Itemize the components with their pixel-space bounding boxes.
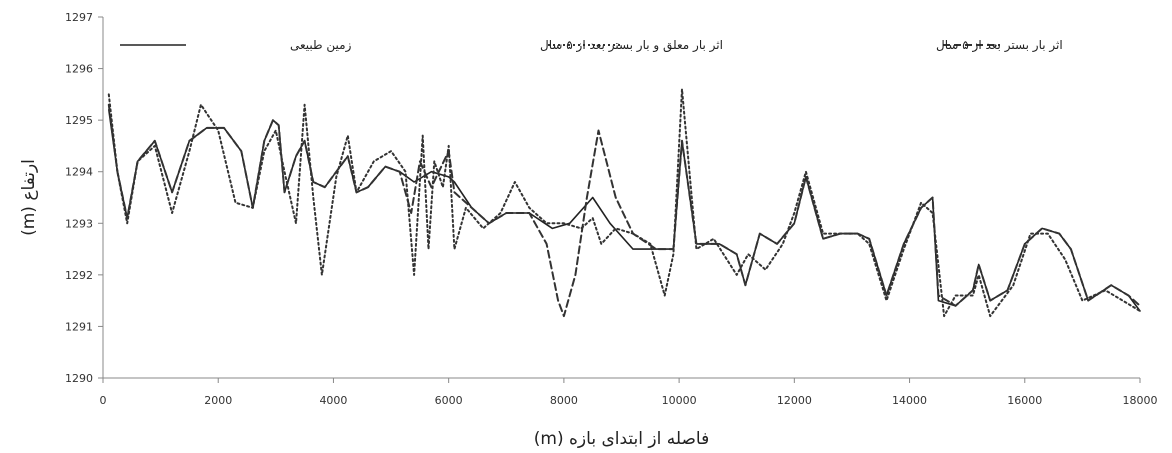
- y-tick-label: 1297: [65, 11, 93, 24]
- x-tick-label: 0: [100, 394, 107, 407]
- series-line-dotted: [107, 88, 1141, 318]
- x-tick-label: 10000: [662, 394, 697, 407]
- y-tick-label: 1291: [65, 320, 93, 333]
- x-tick-label: 6000: [435, 394, 463, 407]
- y-axis-title: ارتفاع (m): [19, 159, 39, 236]
- y-tick-label: 1296: [65, 63, 93, 76]
- y-tick-label: 1295: [65, 114, 93, 127]
- legend: زمین طبیعی اثر بار معلق و بار بستر بعد از…: [120, 38, 1063, 53]
- x-ticks: 0 2000 4000 6000 8000 10000 12000 14000 16000 180…: [100, 378, 1158, 407]
- y-tick-label: 1292: [65, 269, 93, 282]
- series-line-solid: [108, 109, 1141, 312]
- x-tick-label: 8000: [550, 394, 578, 407]
- y-tick-label: 1294: [65, 166, 93, 179]
- legend-label: اثر بار معلق و بار بستر بعد از ۵ سال: [540, 38, 723, 53]
- y-tick-label: 1290: [65, 372, 93, 385]
- y-tick-label: 1293: [65, 217, 93, 230]
- y-ticks: 1290 1291 1292 1293 1294 1295 1296 1297: [65, 11, 103, 385]
- x-tick-label: 14000: [892, 394, 927, 407]
- x-tick-label: 12000: [777, 394, 812, 407]
- series-group: [107, 88, 1141, 318]
- x-tick-label: 16000: [1007, 394, 1042, 407]
- x-tick-label: 2000: [204, 394, 232, 407]
- legend-label: زمین طبیعی: [290, 38, 352, 53]
- plot-area: 0 2000 4000 6000 8000 10000 12000 14000 16000 180…: [65, 11, 1158, 407]
- x-tick-label: 4000: [319, 394, 347, 407]
- legend-label: اثر بار بستر بعد از ۵ سال: [936, 38, 1063, 53]
- x-axis-title: فاصله از ابتدای بازه (m): [534, 429, 709, 449]
- x-tick-label: 18000: [1123, 394, 1158, 407]
- series-line-dashed: [107, 103, 1141, 318]
